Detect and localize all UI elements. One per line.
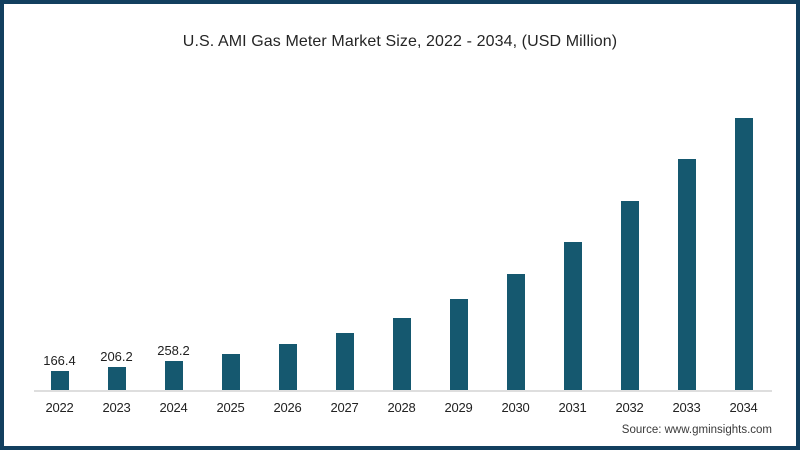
bar-2026 bbox=[278, 344, 297, 390]
bar-column-2031 bbox=[544, 118, 601, 390]
chart-title: U.S. AMI Gas Meter Market Size, 2022 - 2… bbox=[182, 33, 618, 50]
bar-2023 bbox=[107, 367, 126, 390]
bar-2028 bbox=[392, 318, 411, 390]
x-tick-label-2025: 2025 bbox=[216, 400, 245, 415]
x-tick-label-2023: 2023 bbox=[102, 400, 131, 415]
x-tick-label-2026: 2026 bbox=[273, 400, 302, 415]
bar-column-2022: 166.4 bbox=[31, 118, 88, 390]
bar-2034 bbox=[734, 118, 753, 390]
x-tick-label-2032: 2032 bbox=[615, 400, 644, 415]
x-axis-labels: 2022 2023 2024 2025 2026 2027 2028 2029 2030 2031… bbox=[31, 400, 772, 415]
bar-2025 bbox=[221, 354, 240, 390]
bar-value-label: 166.4 bbox=[43, 353, 76, 368]
bar-value-label: 206.2 bbox=[100, 349, 133, 364]
bar-2031 bbox=[563, 242, 582, 390]
bar-column-2034 bbox=[715, 118, 772, 390]
bar-value-label: 258.2 bbox=[157, 343, 190, 358]
bar-column-2033 bbox=[658, 118, 715, 390]
bar-column-2024: 258.2 bbox=[145, 118, 202, 390]
bar-2033 bbox=[677, 159, 696, 390]
x-tick-label-2034: 2034 bbox=[729, 400, 758, 415]
x-tick-label-2031: 2031 bbox=[558, 400, 587, 415]
bar-column-2027 bbox=[316, 118, 373, 390]
bar-column-2023: 206.2 bbox=[88, 118, 145, 390]
x-tick-label-2024: 2024 bbox=[159, 400, 188, 415]
bar-column-2028 bbox=[373, 118, 430, 390]
bar-2032 bbox=[620, 201, 639, 390]
bar-column-2030 bbox=[487, 118, 544, 390]
bar-column-2029 bbox=[430, 118, 487, 390]
x-tick-label-2027: 2027 bbox=[330, 400, 359, 415]
bar-2029 bbox=[449, 299, 468, 390]
bar-column-2025 bbox=[202, 118, 259, 390]
source-note: Source: www.gminsights.com bbox=[621, 424, 772, 436]
bar-2030 bbox=[506, 274, 525, 390]
bar-column-2032 bbox=[601, 118, 658, 390]
x-tick-label-2030: 2030 bbox=[501, 400, 530, 415]
plot-area: 166.4 206.2 258.2 bbox=[31, 118, 772, 390]
bar-2024 bbox=[164, 361, 183, 390]
bar-2022 bbox=[50, 371, 69, 390]
x-axis-line bbox=[34, 390, 772, 392]
bar-2027 bbox=[335, 333, 354, 390]
x-tick-label-2033: 2033 bbox=[672, 400, 701, 415]
x-tick-label-2028: 2028 bbox=[387, 400, 416, 415]
x-tick-label-2022: 2022 bbox=[45, 400, 74, 415]
bar-column-2026 bbox=[259, 118, 316, 390]
x-tick-label-2029: 2029 bbox=[444, 400, 473, 415]
